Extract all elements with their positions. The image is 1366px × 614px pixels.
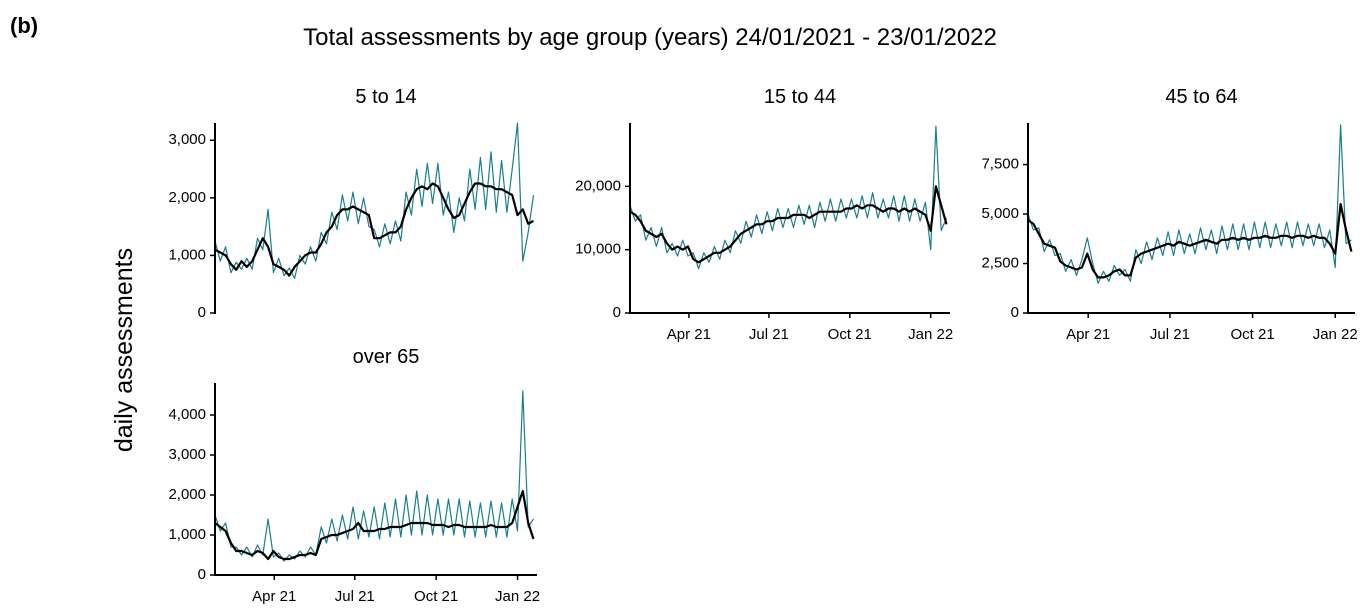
y-tick-label: 1,000 [168, 526, 206, 543]
series-line [1027, 203, 1353, 279]
series-line [214, 182, 535, 277]
y-tick-label: 0 [613, 304, 621, 321]
panel-title: 15 to 44 [764, 86, 836, 108]
x-tick-label: Oct 21 [828, 326, 872, 343]
y-tick-label: 5,000 [981, 205, 1019, 222]
series-line [214, 390, 535, 562]
y-tick-label: 10,000 [575, 241, 621, 258]
figure-title: Total assessments by age group (years) 2… [303, 24, 997, 51]
y-tick-label: 0 [1011, 304, 1019, 321]
panel-title: over 65 [353, 346, 420, 368]
x-tick-label: Jan 22 [1313, 326, 1358, 343]
x-tick-label: Apr 21 [1066, 326, 1110, 343]
y-axis-label: daily assessments [110, 248, 138, 452]
panel-label: (b) [10, 13, 38, 38]
y-tick-label: 2,500 [981, 254, 1019, 271]
y-tick-label: 3,000 [168, 446, 206, 463]
x-tick-label: Oct 21 [414, 588, 458, 605]
x-tick-label: Apr 21 [252, 588, 296, 605]
series-line [629, 125, 948, 270]
y-tick-label: 2,000 [168, 189, 206, 206]
x-tick-label: Apr 21 [667, 326, 711, 343]
series-line [1027, 124, 1352, 284]
x-tick-label: Jan 22 [495, 588, 540, 605]
y-tick-label: 0 [198, 566, 206, 583]
y-tick-label: 3,000 [168, 131, 206, 148]
x-tick-label: Jul 21 [749, 326, 789, 343]
series-line [214, 489, 535, 561]
y-tick-label: 4,000 [168, 406, 206, 423]
y-tick-label: 0 [198, 304, 206, 321]
x-tick-label: Jan 22 [908, 326, 953, 343]
panel-title: 45 to 64 [1165, 86, 1237, 108]
y-tick-label: 1,000 [168, 246, 206, 263]
y-tick-label: 20,000 [575, 177, 621, 194]
y-tick-label: 7,500 [981, 156, 1019, 173]
x-tick-label: Jul 21 [1150, 326, 1190, 343]
x-tick-label: Oct 21 [1230, 326, 1274, 343]
series-line [629, 185, 948, 264]
x-tick-label: Jul 21 [335, 588, 375, 605]
series-line [214, 122, 535, 280]
panel-title: 5 to 14 [355, 86, 416, 108]
y-tick-label: 2,000 [168, 486, 206, 503]
